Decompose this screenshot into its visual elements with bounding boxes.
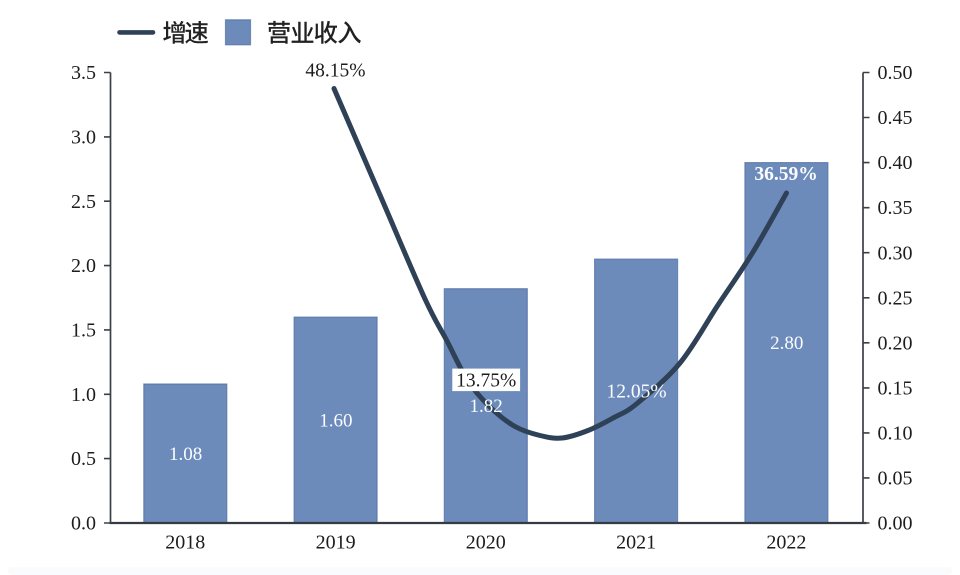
svg-text:0.25: 0.25	[878, 287, 913, 309]
svg-text:0.20: 0.20	[878, 332, 913, 354]
svg-text:2.5: 2.5	[71, 191, 96, 213]
svg-text:2022: 2022	[766, 531, 806, 553]
svg-text:2.0: 2.0	[71, 255, 96, 277]
svg-text:0.40: 0.40	[878, 152, 913, 174]
svg-text:36.59%: 36.59%	[754, 164, 817, 185]
svg-text:1.0: 1.0	[71, 384, 96, 406]
svg-text:13.75%: 13.75%	[456, 370, 516, 391]
svg-text:2021: 2021	[616, 531, 656, 553]
svg-text:0.05: 0.05	[878, 468, 913, 490]
svg-text:0.35: 0.35	[878, 197, 913, 219]
svg-text:0.50: 0.50	[878, 62, 913, 84]
svg-text:2019: 2019	[316, 531, 356, 553]
svg-text:0.0: 0.0	[71, 513, 96, 535]
svg-text:2.80: 2.80	[770, 333, 803, 354]
svg-text:3.0: 3.0	[71, 127, 96, 149]
svg-text:1.08: 1.08	[169, 444, 202, 465]
svg-text:1.82: 1.82	[469, 396, 502, 417]
svg-text:2018: 2018	[165, 531, 205, 553]
svg-text:3.5: 3.5	[71, 62, 96, 84]
svg-text:0.10: 0.10	[878, 423, 913, 445]
svg-text:0.00: 0.00	[878, 513, 913, 535]
svg-text:1.60: 1.60	[319, 410, 352, 431]
svg-text:48.15%: 48.15%	[305, 60, 365, 81]
svg-text:0.5: 0.5	[71, 448, 96, 470]
svg-text:0.30: 0.30	[878, 242, 913, 264]
svg-text:0.15: 0.15	[878, 378, 913, 400]
svg-text:2020: 2020	[466, 531, 506, 553]
svg-text:0.45: 0.45	[878, 107, 913, 129]
svg-text:1.5: 1.5	[71, 320, 96, 342]
svg-text:12.05%: 12.05%	[607, 381, 667, 402]
